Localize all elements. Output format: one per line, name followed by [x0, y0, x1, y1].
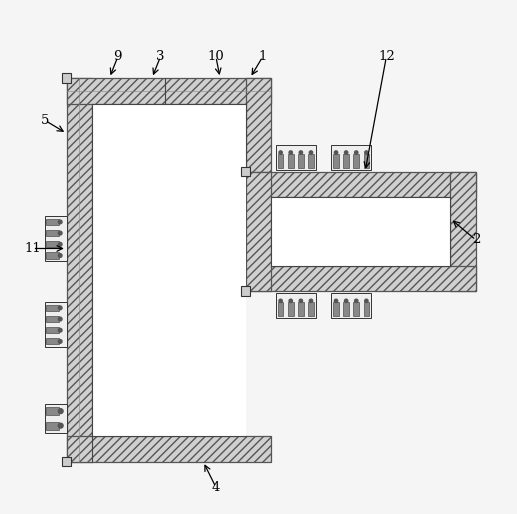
Bar — [333, 302, 339, 316]
Circle shape — [58, 231, 62, 235]
Bar — [276, 145, 316, 170]
Bar — [47, 230, 58, 236]
Bar — [241, 286, 250, 296]
Text: 3: 3 — [156, 50, 165, 63]
Bar — [278, 154, 283, 168]
Bar — [47, 327, 58, 333]
Bar — [246, 172, 476, 197]
Circle shape — [58, 306, 62, 310]
Bar — [331, 293, 371, 318]
Bar — [47, 421, 58, 430]
Text: 2: 2 — [472, 233, 480, 246]
Bar — [47, 316, 58, 322]
Circle shape — [58, 220, 62, 224]
Bar — [47, 252, 58, 259]
Circle shape — [58, 317, 62, 321]
Bar — [450, 172, 476, 291]
Circle shape — [58, 340, 62, 343]
Bar — [44, 404, 67, 433]
Bar — [298, 154, 303, 168]
Bar — [47, 305, 58, 311]
Circle shape — [289, 151, 293, 154]
Bar — [47, 407, 58, 415]
Circle shape — [289, 299, 293, 303]
Circle shape — [299, 151, 302, 154]
Bar — [354, 154, 359, 168]
Text: 5: 5 — [41, 114, 50, 127]
Bar — [331, 145, 371, 170]
Circle shape — [279, 151, 282, 154]
Circle shape — [58, 243, 62, 246]
Bar — [288, 154, 294, 168]
Bar — [363, 154, 369, 168]
Circle shape — [299, 299, 302, 303]
Circle shape — [309, 299, 313, 303]
Bar — [44, 216, 67, 261]
Bar — [333, 154, 339, 168]
Circle shape — [309, 151, 313, 154]
Bar — [67, 436, 271, 462]
Circle shape — [344, 299, 348, 303]
Bar — [298, 302, 303, 316]
Circle shape — [58, 409, 63, 414]
Circle shape — [334, 299, 338, 303]
Circle shape — [334, 151, 338, 154]
Bar — [278, 302, 283, 316]
Bar — [308, 154, 314, 168]
Text: 9: 9 — [114, 50, 122, 63]
Circle shape — [355, 299, 358, 303]
Bar — [67, 78, 92, 462]
Bar — [47, 241, 58, 247]
Bar — [47, 338, 58, 344]
Text: 1: 1 — [258, 50, 267, 63]
Bar — [246, 78, 271, 197]
Bar — [343, 302, 349, 316]
Bar — [276, 293, 316, 318]
Text: 12: 12 — [378, 50, 395, 63]
Circle shape — [364, 299, 368, 303]
Bar — [246, 172, 271, 291]
Bar — [246, 266, 476, 291]
Circle shape — [58, 423, 63, 428]
Text: 10: 10 — [207, 50, 224, 63]
Bar — [308, 302, 314, 316]
Bar — [343, 154, 349, 168]
Bar — [363, 302, 369, 316]
Bar — [92, 103, 246, 436]
Bar — [62, 74, 71, 83]
Bar — [67, 78, 271, 103]
Circle shape — [58, 253, 62, 258]
Bar — [354, 302, 359, 316]
Bar — [62, 457, 71, 466]
Circle shape — [344, 151, 348, 154]
Bar — [47, 219, 58, 225]
Circle shape — [364, 151, 368, 154]
Circle shape — [58, 328, 62, 332]
Circle shape — [279, 299, 282, 303]
Text: 11: 11 — [24, 242, 41, 255]
Bar — [271, 197, 450, 266]
Bar — [44, 302, 67, 347]
Bar — [241, 167, 250, 176]
Circle shape — [355, 151, 358, 154]
Bar — [288, 302, 294, 316]
Text: 4: 4 — [211, 481, 220, 493]
